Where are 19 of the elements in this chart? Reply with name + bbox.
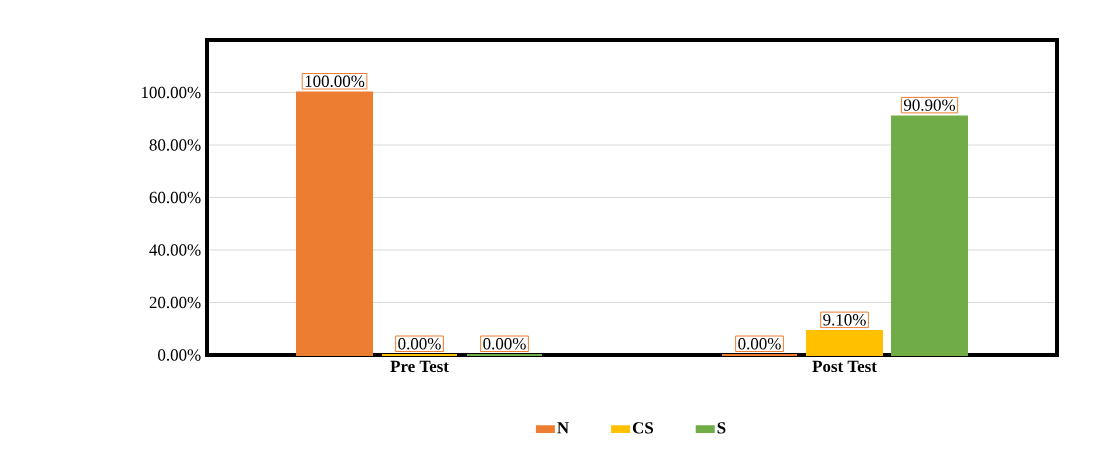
y-tick-label: 20.00% [149,296,201,309]
y-tick-label: 0.00% [158,349,201,361]
data-label: 0.00% [483,338,526,350]
data-label: 100.00% [305,75,365,87]
legend-label: N [557,422,569,434]
bar [891,115,969,356]
bar [806,330,884,356]
legend-label: CS [632,422,654,434]
y-tick-label: 80.00% [149,139,201,151]
x-tick-label: Post Test [812,360,877,373]
data-label: 0.00% [398,338,441,350]
y-tick-label: 40.00% [149,244,201,256]
y-tick-label: 100.00% [141,86,201,99]
data-label: 90.90% [903,99,956,111]
data-label: 0.00% [738,338,781,350]
y-tick-label: 60.00% [149,191,201,204]
x-tick-label: Pre Test [390,360,449,373]
legend-label: S [717,422,726,434]
data-label: 9.10% [823,314,866,326]
